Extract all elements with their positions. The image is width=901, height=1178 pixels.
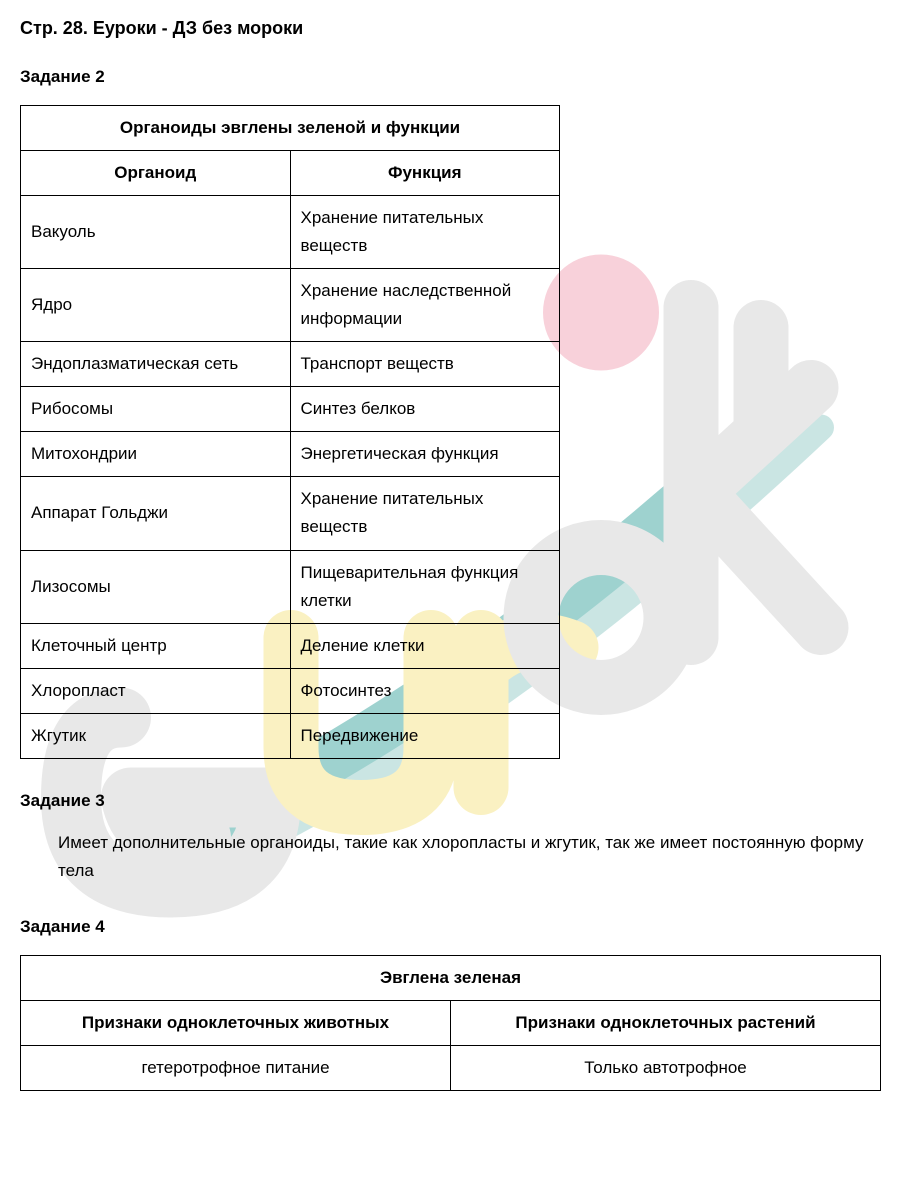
cell-function: Хранение питательных веществ [290, 477, 560, 550]
task3-heading: Задание 3 [20, 791, 881, 811]
cell-function: Деление клетки [290, 623, 560, 668]
col-header: Признаки одноклеточных животных [21, 1000, 451, 1045]
table-row: Лизосомы Пищеварительная функция клетки [21, 550, 560, 623]
cell-plant: Только автотрофное [451, 1045, 881, 1090]
table-row: Клеточный центр Деление клетки [21, 623, 560, 668]
page-title: Стр. 28. Еуроки - ДЗ без мороки [20, 18, 881, 39]
cell-organoid: Хлоропласт [21, 668, 291, 713]
cell-organoid: Рибосомы [21, 387, 291, 432]
cell-function: Хранение питательных веществ [290, 196, 560, 269]
col-header: Признаки одноклеточных растений [451, 1000, 881, 1045]
table-row: Рибосомы Синтез белков [21, 387, 560, 432]
cell-organoid: Вакуоль [21, 196, 291, 269]
table-row: Митохондрии Энергетическая функция [21, 432, 560, 477]
table-row: Органоид Функция [21, 151, 560, 196]
cell-organoid: Митохондрии [21, 432, 291, 477]
cell-function: Синтез белков [290, 387, 560, 432]
table-row: Вакуоль Хранение питательных веществ [21, 196, 560, 269]
table-row: Хлоропласт Фотосинтез [21, 668, 560, 713]
cell-organoid: Ядро [21, 269, 291, 342]
col-header: Функция [290, 151, 560, 196]
table-row: Эвглена зеленая [21, 955, 881, 1000]
table-row: Эндоплазматическая сеть Транспорт вещест… [21, 342, 560, 387]
cell-organoid: Аппарат Гольджи [21, 477, 291, 550]
table-row: Органоиды эвглены зеленой и функции [21, 106, 560, 151]
cell-function: Транспорт веществ [290, 342, 560, 387]
cell-function: Энергетическая функция [290, 432, 560, 477]
table-row: Жгутик Передвижение [21, 713, 560, 758]
cell-organoid: Жгутик [21, 713, 291, 758]
cell-organoid: Эндоплазматическая сеть [21, 342, 291, 387]
cell-function: Хранение наследственной информации [290, 269, 560, 342]
cell-organoid: Клеточный центр [21, 623, 291, 668]
cell-function: Передвижение [290, 713, 560, 758]
task2-table: Органоиды эвглены зеленой и функции Орга… [20, 105, 560, 759]
table-row: Ядро Хранение наследственной информации [21, 269, 560, 342]
cell-function: Пищеварительная функция клетки [290, 550, 560, 623]
cell-function: Фотосинтез [290, 668, 560, 713]
table-row: Аппарат Гольджи Хранение питательных вещ… [21, 477, 560, 550]
table-row: Признаки одноклеточных животных Признаки… [21, 1000, 881, 1045]
task4-heading: Задание 4 [20, 917, 881, 937]
cell-organoid: Лизосомы [21, 550, 291, 623]
task2-heading: Задание 2 [20, 67, 881, 87]
cell-animal: гетеротрофное питание [21, 1045, 451, 1090]
task3-text: Имеет дополнительные органоиды, такие ка… [58, 829, 881, 885]
table-title: Органоиды эвглены зеленой и функции [21, 106, 560, 151]
table-title: Эвглена зеленая [21, 955, 881, 1000]
task4-table: Эвглена зеленая Признаки одноклеточных ж… [20, 955, 881, 1091]
col-header: Органоид [21, 151, 291, 196]
table-row: гетеротрофное питание Только автотрофное [21, 1045, 881, 1090]
